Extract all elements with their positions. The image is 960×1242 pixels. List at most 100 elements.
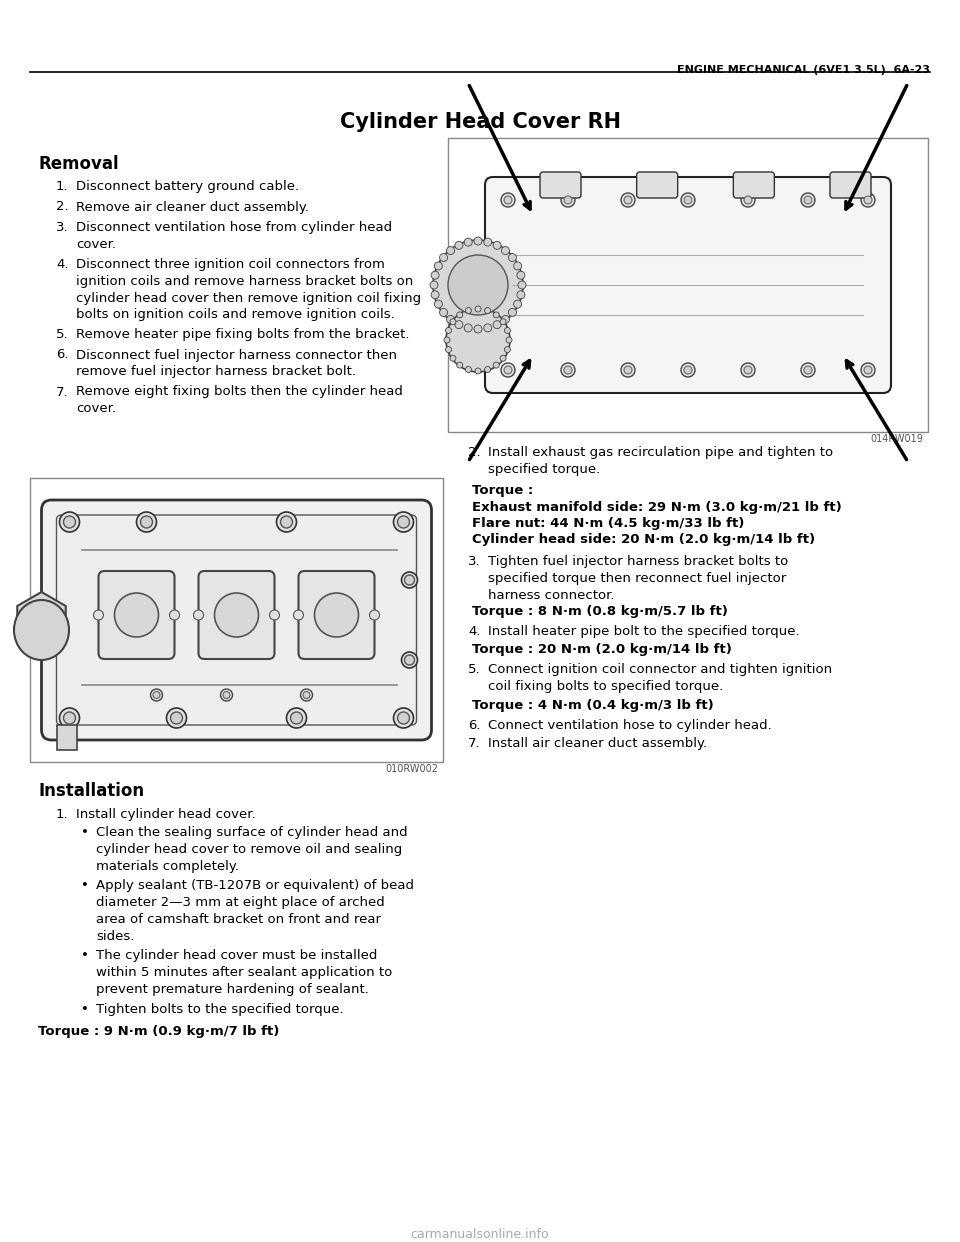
Text: Clean the sealing surface of cylinder head and
cylinder head cover to remove oil: Clean the sealing surface of cylinder he… [96, 826, 408, 873]
Text: 010RW002: 010RW002 [385, 764, 438, 774]
Circle shape [861, 193, 875, 207]
Circle shape [63, 515, 76, 528]
Circle shape [60, 708, 80, 728]
Circle shape [450, 355, 456, 361]
Circle shape [404, 575, 415, 585]
Circle shape [744, 366, 752, 374]
Circle shape [440, 253, 447, 262]
Circle shape [681, 193, 695, 207]
Circle shape [501, 193, 515, 207]
Circle shape [63, 712, 76, 724]
Text: 5.: 5. [468, 663, 481, 676]
Circle shape [493, 312, 499, 318]
Circle shape [114, 592, 158, 637]
FancyBboxPatch shape [41, 501, 431, 740]
Text: •: • [81, 949, 89, 963]
Circle shape [501, 363, 515, 378]
Circle shape [223, 692, 230, 698]
Ellipse shape [14, 600, 69, 660]
Circle shape [518, 281, 526, 289]
Text: Torque : 9 N·m (0.9 kg·m/7 lb ft): Torque : 9 N·m (0.9 kg·m/7 lb ft) [38, 1026, 279, 1038]
Circle shape [466, 366, 471, 373]
Circle shape [509, 253, 516, 262]
Circle shape [153, 692, 160, 698]
Circle shape [493, 241, 501, 250]
Text: 3.: 3. [468, 555, 481, 568]
Circle shape [864, 196, 872, 204]
Circle shape [270, 610, 279, 620]
Circle shape [484, 238, 492, 246]
Circle shape [684, 196, 692, 204]
Text: •: • [81, 826, 89, 840]
Circle shape [466, 308, 471, 313]
Text: Install heater pipe bolt to the specified torque.: Install heater pipe bolt to the specifie… [488, 625, 800, 638]
Circle shape [505, 347, 511, 353]
Circle shape [485, 366, 491, 373]
Circle shape [474, 325, 482, 333]
FancyBboxPatch shape [299, 571, 374, 660]
Circle shape [151, 689, 162, 700]
Circle shape [564, 366, 572, 374]
FancyBboxPatch shape [733, 171, 775, 197]
Circle shape [397, 515, 410, 528]
Circle shape [804, 366, 812, 374]
Text: 3.: 3. [56, 221, 68, 233]
Circle shape [394, 708, 414, 728]
Circle shape [514, 301, 521, 308]
Circle shape [801, 363, 815, 378]
Text: 2.: 2. [56, 200, 68, 214]
Circle shape [505, 328, 511, 333]
Text: Remove eight fixing bolts then the cylinder head
cover.: Remove eight fixing bolts then the cylin… [76, 385, 403, 415]
Circle shape [445, 328, 451, 333]
Circle shape [444, 337, 450, 343]
Text: Remove heater pipe fixing bolts from the bracket.: Remove heater pipe fixing bolts from the… [76, 328, 410, 342]
Circle shape [493, 363, 499, 368]
Circle shape [500, 355, 506, 361]
Circle shape [516, 291, 525, 299]
Circle shape [455, 320, 463, 329]
Text: Tighten bolts to the specified torque.: Tighten bolts to the specified torque. [96, 1004, 344, 1016]
Circle shape [561, 193, 575, 207]
Text: Cylinder Head Cover RH: Cylinder Head Cover RH [340, 112, 620, 132]
Circle shape [286, 708, 306, 728]
Circle shape [221, 689, 232, 700]
Circle shape [445, 347, 451, 353]
Circle shape [475, 368, 481, 374]
Circle shape [315, 592, 358, 637]
Circle shape [801, 193, 815, 207]
Text: Disconnect fuel injector harness connector then
remove fuel injector harness bra: Disconnect fuel injector harness connect… [76, 349, 397, 379]
Circle shape [485, 308, 491, 313]
FancyBboxPatch shape [540, 171, 581, 197]
Circle shape [621, 193, 635, 207]
Circle shape [744, 196, 752, 204]
Text: 014RW019: 014RW019 [870, 433, 923, 443]
Text: Torque : 20 N·m (2.0 kg·m/14 lb ft): Torque : 20 N·m (2.0 kg·m/14 lb ft) [472, 643, 732, 656]
Text: Torque :: Torque : [472, 484, 533, 497]
Circle shape [303, 692, 310, 698]
Text: Torque : 4 N·m (0.4 kg·m/3 lb ft): Torque : 4 N·m (0.4 kg·m/3 lb ft) [472, 699, 713, 712]
FancyBboxPatch shape [57, 515, 417, 725]
Circle shape [514, 262, 521, 270]
Bar [448, 138, 928, 432]
Circle shape [504, 196, 512, 204]
Circle shape [433, 240, 523, 330]
Circle shape [493, 320, 501, 329]
Text: carmanualsonline.info: carmanualsonline.info [411, 1228, 549, 1241]
Circle shape [401, 652, 418, 668]
Text: 6.: 6. [56, 349, 68, 361]
Circle shape [434, 262, 443, 270]
Circle shape [861, 363, 875, 378]
Circle shape [136, 512, 156, 532]
Circle shape [446, 315, 455, 323]
Text: Removal: Removal [38, 155, 119, 173]
Circle shape [509, 308, 516, 317]
FancyBboxPatch shape [199, 571, 275, 660]
Text: Disconnect battery ground cable.: Disconnect battery ground cable. [76, 180, 300, 193]
FancyBboxPatch shape [830, 171, 871, 197]
Circle shape [804, 196, 812, 204]
Circle shape [621, 363, 635, 378]
Circle shape [465, 238, 472, 246]
Circle shape [457, 363, 463, 368]
Circle shape [214, 592, 258, 637]
Circle shape [171, 712, 182, 724]
